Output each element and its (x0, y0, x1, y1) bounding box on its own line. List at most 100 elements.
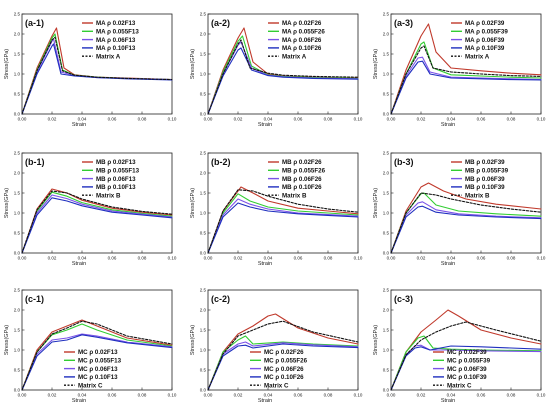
legend-entry: MB ρ 0.10F26 (282, 184, 322, 191)
legend-entry: MB ρ 0.02F13 (96, 159, 136, 166)
y-axis-label: Stress(GPa) (373, 188, 379, 218)
x-tick-label: 0.00 (204, 117, 213, 122)
x-tick-label: 0.06 (294, 256, 303, 261)
chart-panel: 0.00 0.02 0.04 0.06 0.08 0.10 0.0 0.5 1.0 1.5 2.0 2… (373, 288, 546, 404)
y-tick-label: 2.0 (200, 32, 207, 37)
series-line-red (390, 23, 542, 115)
legend-entry: MA ρ 0.055F13 (96, 29, 139, 36)
panel-label: (b-3) (394, 157, 414, 167)
x-tick-label: 0.02 (48, 117, 57, 122)
series-line-black (21, 190, 173, 254)
y-tick-label: 1.0 (200, 348, 207, 353)
y-tick-label: 1.5 (14, 52, 21, 57)
x-tick-label: 0.00 (18, 256, 27, 261)
legend-entry: MA ρ 0.06F39 (465, 37, 505, 44)
series-line-green (390, 335, 542, 391)
x-axis-label: Strain (72, 122, 86, 128)
legend-entry: MA ρ 0.10F13 (96, 45, 136, 52)
y-tick-label: 0.5 (14, 368, 21, 373)
y-tick-label: 0.5 (200, 92, 207, 97)
series-line-green (207, 335, 359, 391)
legend-entry: MC ρ 0.02F39 (447, 349, 487, 356)
y-tick-label: 0.0 (200, 251, 207, 256)
panel-label: (b-1) (25, 157, 45, 167)
y-tick-label: 1.0 (14, 72, 21, 77)
series-line-green (207, 193, 359, 254)
y-tick-label: 0.0 (14, 388, 21, 393)
legend-entry: MB ρ 0.10F39 (465, 184, 505, 191)
chart-panel: 0.00 0.02 0.04 0.06 0.08 0.10 0.0 0.5 1.0 1.5 2.0 2… (190, 151, 363, 267)
legend-entry: MC ρ 0.10F13 (78, 374, 118, 381)
legend-entry: MB ρ 0.10F13 (96, 184, 136, 191)
plot-frame (207, 13, 359, 115)
chart-panel: 0.00 0.02 0.04 0.06 0.08 0.10 0.0 0.5 1.0 1.5 2.0 2… (4, 12, 177, 128)
series-line-blue (207, 343, 359, 391)
plot-frame (207, 152, 359, 254)
legend-entry: MC ρ 0.055F26 (264, 358, 308, 365)
series-line-black (390, 192, 542, 254)
y-tick-label: 2.0 (383, 308, 390, 313)
legend-entry: MB ρ 0.06F13 (96, 176, 136, 183)
panel-label: (a-1) (25, 18, 44, 28)
y-tick-label: 1.5 (383, 328, 390, 333)
y-tick-label: 2.5 (383, 12, 390, 17)
series-line-black (390, 45, 542, 115)
x-tick-label: 0.00 (204, 393, 213, 398)
y-tick-label: 1.5 (383, 191, 390, 196)
series-line-black (207, 320, 359, 391)
y-tick-label: 2.5 (200, 12, 207, 17)
legend-entry: MA ρ 0.055F26 (282, 29, 325, 36)
x-tick-label: 0.10 (354, 117, 363, 122)
x-tick-label: 0.08 (507, 393, 516, 398)
x-tick-label: 0.02 (417, 393, 426, 398)
plot-frame (390, 152, 542, 254)
series-line-blue (207, 202, 359, 254)
x-tick-label: 0.08 (138, 117, 147, 122)
y-tick-label: 1.5 (383, 52, 390, 57)
y-tick-label: 1.5 (200, 191, 207, 196)
x-tick-label: 0.10 (537, 393, 546, 398)
x-tick-label: 0.06 (294, 393, 303, 398)
y-axis-label: Stress(GPa) (373, 325, 379, 355)
chart-panel: 0.00 0.02 0.04 0.06 0.08 0.10 0.0 0.5 1.0 1.5 2.0 2… (4, 288, 177, 404)
series-line-blue (21, 334, 173, 391)
y-axis-label: Stress(GPa) (373, 49, 379, 79)
y-tick-label: 2.5 (383, 288, 390, 293)
x-axis-label: Strain (258, 398, 272, 404)
x-tick-label: 0.00 (18, 117, 27, 122)
x-axis-label: Strain (441, 398, 455, 404)
x-tick-label: 0.08 (138, 256, 147, 261)
y-tick-label: 0.0 (14, 112, 21, 117)
y-tick-label: 0.0 (200, 112, 207, 117)
chart-panel: 0.00 0.02 0.04 0.06 0.08 0.10 0.0 0.5 1.0 1.5 2.0 2… (4, 151, 177, 267)
y-tick-label: 0.5 (200, 231, 207, 236)
y-tick-label: 2.0 (14, 32, 21, 37)
legend-entry: MC ρ 0.10F39 (447, 374, 487, 381)
y-tick-label: 2.0 (14, 308, 21, 313)
x-tick-label: 0.04 (264, 117, 273, 122)
x-tick-label: 0.10 (537, 117, 546, 122)
legend-entry: Matrix A (465, 53, 490, 60)
x-tick-label: 0.06 (477, 256, 486, 261)
legend-entry: Matrix B (282, 192, 307, 199)
series-line-green (21, 323, 173, 391)
series-line-blue (390, 205, 542, 254)
x-tick-label: 0.04 (447, 256, 456, 261)
x-tick-label: 0.10 (354, 393, 363, 398)
legend-entry: MA ρ 0.10F26 (282, 45, 322, 52)
x-tick-label: 0.10 (537, 256, 546, 261)
y-tick-label: 1.5 (200, 52, 207, 57)
legend-entry: MA ρ 0.06F13 (96, 37, 136, 44)
legend-entry: MC ρ 0.055F39 (447, 358, 491, 365)
x-tick-label: 0.08 (507, 117, 516, 122)
series-line-violet (21, 333, 173, 391)
y-tick-label: 0.0 (200, 388, 207, 393)
plot-frame (21, 13, 173, 115)
x-tick-label: 0.06 (294, 117, 303, 122)
